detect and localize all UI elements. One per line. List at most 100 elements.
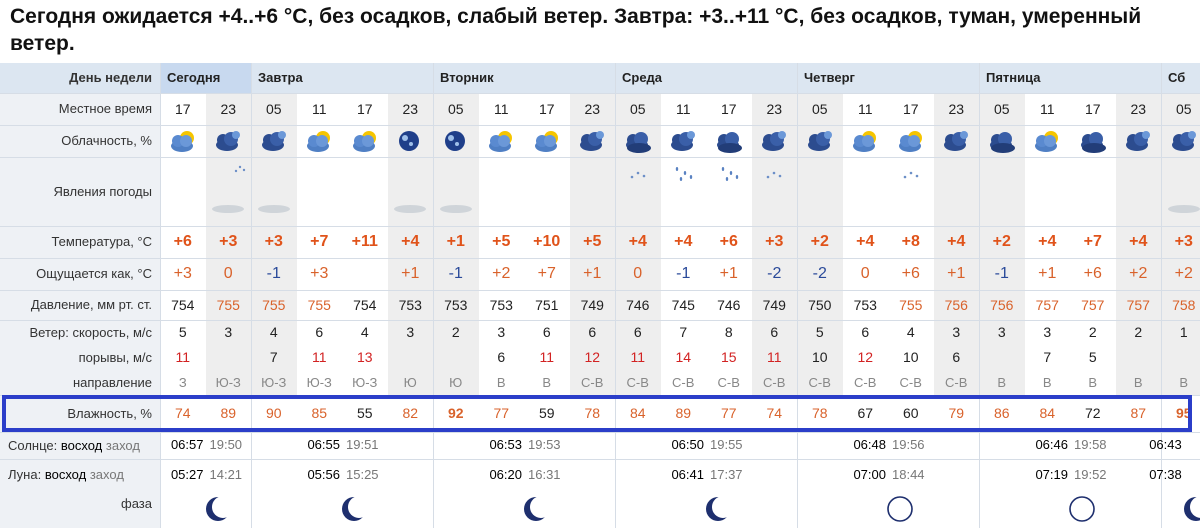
row-divider <box>0 432 1200 433</box>
time-cell: 05 <box>265 101 282 117</box>
temperature-cell: +11 <box>351 233 378 250</box>
row-divider <box>0 459 1200 460</box>
feels-like-cell: +7 <box>537 265 556 282</box>
fog-icon <box>251 157 297 226</box>
temperature-cell: +4 <box>1038 233 1057 250</box>
row-label-phenomena: Явления погоды <box>53 184 152 199</box>
temperature-cell: +5 <box>583 233 602 250</box>
crescent-moon-icon <box>204 495 234 525</box>
wind-speed-cell: 2 <box>1134 324 1143 340</box>
wind-direction-cell: В <box>496 375 506 390</box>
gust-cell: 5 <box>1088 349 1097 365</box>
day-header-0[interactable]: Сегодня <box>167 70 221 85</box>
sunset-time: 19:50 <box>209 437 243 452</box>
sunrise-time: 06:50 <box>671 437 704 452</box>
partly-cloudy-icon <box>479 125 525 157</box>
row-divider <box>0 290 1200 291</box>
feels-like-cell: 0 <box>223 265 233 282</box>
wind-speed-cell: 3 <box>997 324 1006 340</box>
feels-like-cell: +6 <box>1083 265 1102 282</box>
wind-direction-cell: Ю <box>403 375 417 390</box>
day-divider <box>615 63 616 528</box>
crescent-moon-icon <box>340 495 370 525</box>
sunrise-time: 06:48 <box>853 437 886 452</box>
pressure-cell: 753 <box>398 297 422 313</box>
day-header-2[interactable]: Вторник <box>440 70 494 85</box>
wind-direction-cell: В <box>542 375 552 390</box>
humidity-cell: 77 <box>720 405 737 421</box>
day-header-bg <box>251 63 433 93</box>
day-header-1[interactable]: Завтра <box>258 70 303 85</box>
pressure-cell: 755 <box>307 297 331 313</box>
feels-like-cell: +2 <box>1129 265 1148 282</box>
gust-cell: 12 <box>857 349 874 365</box>
drizzle-icon <box>888 157 934 226</box>
wind-direction-cell: С-В <box>945 375 968 390</box>
time-cell: 17 <box>902 101 919 117</box>
time-cell: 23 <box>402 101 419 117</box>
pressure-cell: 753 <box>853 297 877 313</box>
gust-cell: 6 <box>497 349 506 365</box>
crescent-moon-icon <box>704 495 734 525</box>
time-cell: 17 <box>1084 101 1101 117</box>
day-divider <box>433 63 434 528</box>
feels-like-cell: 0 <box>633 265 643 282</box>
humidity-cell: 60 <box>902 405 919 421</box>
moonrise-time: 05:27 <box>170 467 204 482</box>
forecast-summary: Сегодня ожидается +4..+6 °C, без осадков… <box>0 0 1200 64</box>
sunset-time: 19:56 <box>892 437 925 452</box>
partly-cloudy-icon <box>342 125 388 157</box>
pressure-cell: 755 <box>216 297 240 313</box>
humidity-cell: 77 <box>493 405 510 421</box>
day-divider <box>979 63 980 528</box>
wind-speed-cell: 6 <box>588 324 597 340</box>
row-divider <box>0 258 1200 259</box>
time-cell: 17 <box>174 101 191 117</box>
humidity-cell: 79 <box>948 405 965 421</box>
row-label-sun: Солнце: восход заход <box>0 432 160 459</box>
day-header-5[interactable]: Пятница <box>986 70 1041 85</box>
label-column-bg <box>0 63 160 528</box>
time-cell: 05 <box>1175 101 1192 117</box>
time-cell: 23 <box>220 101 237 117</box>
humidity-cell: 92 <box>447 405 464 421</box>
temperature-cell: +4 <box>947 233 966 250</box>
day-header-bg <box>1161 63 1200 93</box>
moonrise-time: 06:41 <box>671 467 704 482</box>
pressure-cell: 745 <box>671 297 695 313</box>
row-divider <box>0 226 1200 227</box>
day-divider <box>251 63 252 528</box>
sunset-time: 19:53 <box>528 437 561 452</box>
clear-night-icon <box>388 125 434 157</box>
time-cell: 05 <box>993 101 1010 117</box>
drizzle-icon <box>615 157 661 226</box>
feels-like-cell: +3 <box>310 265 329 282</box>
wind-speed-cell: 3 <box>224 324 233 340</box>
humidity-cell: 89 <box>675 405 692 421</box>
temperature-cell: +3 <box>219 233 238 250</box>
wind-speed-cell: 4 <box>906 324 915 340</box>
partly-cloudy-icon <box>888 125 934 157</box>
feels-like-cell: +3 <box>173 265 192 282</box>
feels-like-cell: -1 <box>676 265 691 282</box>
day-header-4[interactable]: Четверг <box>804 70 855 85</box>
humidity-cell: 78 <box>811 405 828 421</box>
feels-like-cell: +1 <box>1038 265 1057 282</box>
moonrise-time: 07:38 <box>1149 467 1182 482</box>
day-header-3[interactable]: Среда <box>622 70 663 85</box>
row-label-temperature: Температура, °C <box>51 234 152 249</box>
wind-direction-cell: Ю-З <box>261 375 287 390</box>
day-header-6[interactable]: Сб <box>1168 70 1186 85</box>
partly-cloudy-icon <box>1025 125 1071 157</box>
gust-cell <box>1161 345 1200 370</box>
time-cell: 17 <box>356 101 373 117</box>
wind-direction-cell: В <box>1042 375 1052 390</box>
sunrise-label: восход <box>60 438 103 453</box>
wind-direction-cell: С-В <box>854 375 877 390</box>
wind-direction-cell: В <box>1179 375 1189 390</box>
temperature-cell: +3 <box>264 233 283 250</box>
temperature-cell: +4 <box>401 233 420 250</box>
moonrise-time: 07:00 <box>853 467 886 482</box>
pressure-cell: 757 <box>1081 297 1105 313</box>
temperature-cell: +6 <box>173 233 192 250</box>
